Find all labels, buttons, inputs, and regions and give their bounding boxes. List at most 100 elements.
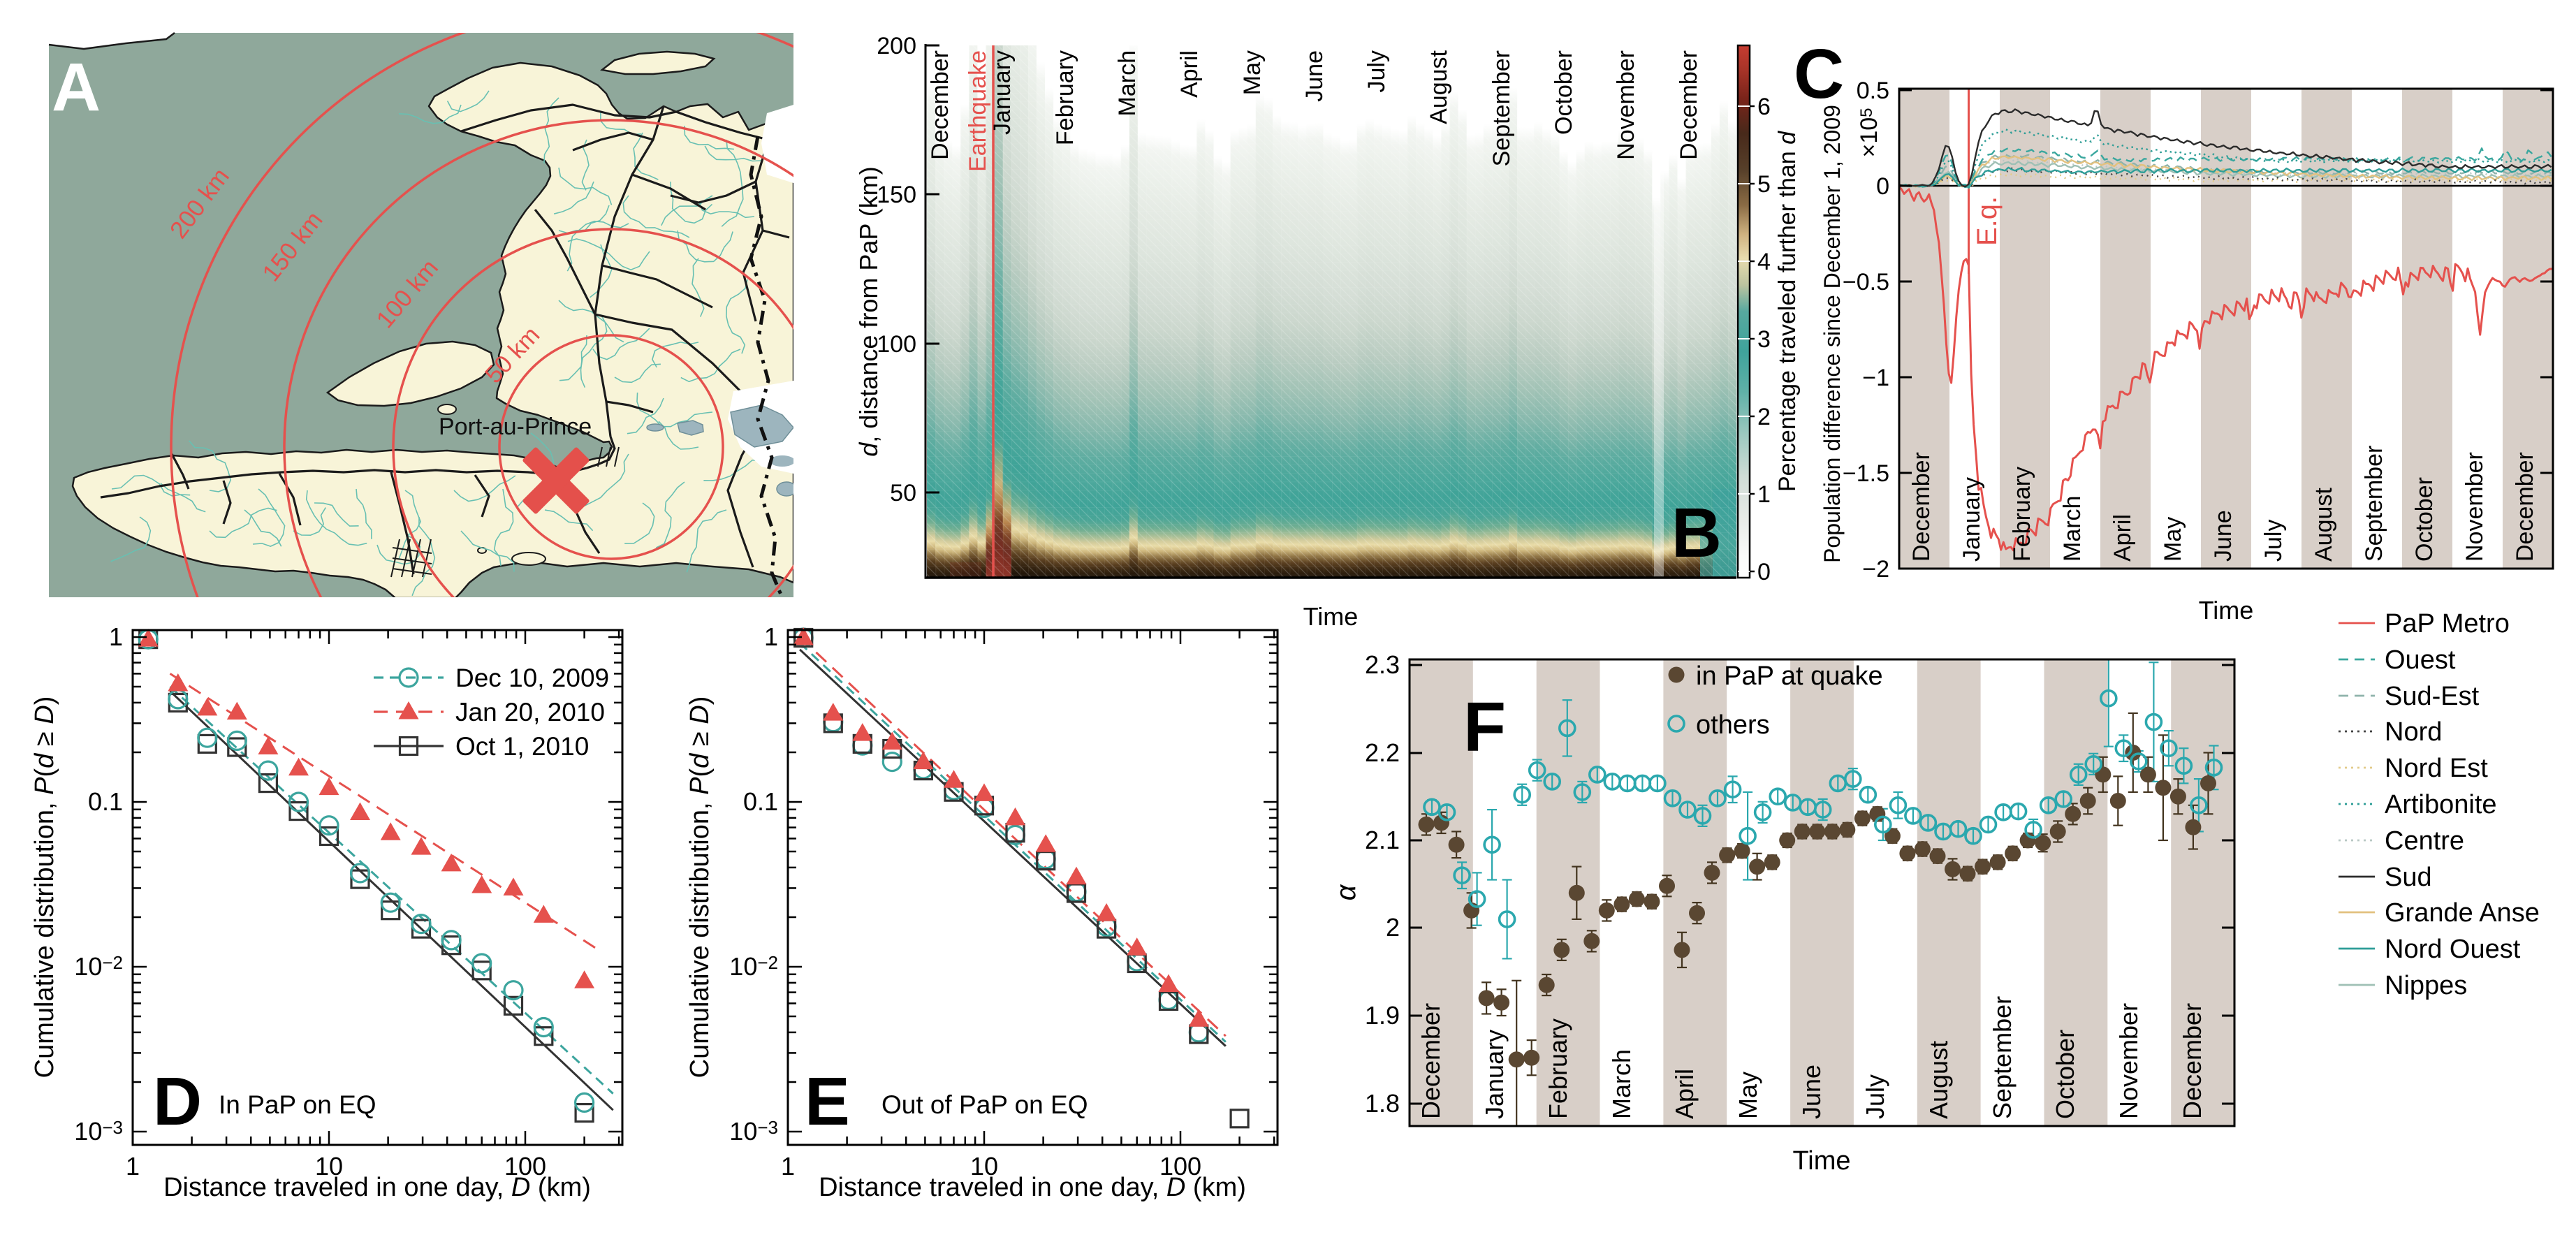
svg-text:December: December bbox=[1908, 452, 1935, 562]
svg-text:December: December bbox=[2512, 452, 2538, 562]
svg-text:100: 100 bbox=[504, 1152, 546, 1181]
svg-text:10: 10 bbox=[970, 1152, 998, 1181]
svg-text:April: April bbox=[1176, 50, 1203, 98]
svg-text:August: August bbox=[1924, 1041, 1953, 1119]
svg-text:1: 1 bbox=[764, 622, 778, 651]
svg-text:1: 1 bbox=[1757, 481, 1771, 508]
svg-text:Port-au-Prince: Port-au-Prince bbox=[439, 414, 592, 440]
svg-text:α: α bbox=[1331, 884, 1361, 900]
svg-text:Cumulative distribution, P(d ≥: Cumulative distribution, P(d ≥ D) bbox=[30, 696, 59, 1079]
svg-text:10−3: 10−3 bbox=[74, 1117, 123, 1146]
svg-text:Artibonite: Artibonite bbox=[2385, 790, 2497, 819]
svg-text:June: June bbox=[1301, 50, 1328, 102]
svg-text:July: July bbox=[1363, 50, 1390, 92]
svg-text:August: August bbox=[2311, 488, 2337, 562]
svg-text:−1.5: −1.5 bbox=[1843, 460, 1889, 487]
svg-text:December: December bbox=[1417, 1003, 1445, 1119]
svg-text:−0.5: −0.5 bbox=[1843, 269, 1889, 295]
svg-text:September: September bbox=[1488, 50, 1515, 166]
svg-text:1.9: 1.9 bbox=[1365, 1001, 1400, 1030]
svg-text:February: February bbox=[1052, 50, 1078, 145]
svg-text:5: 5 bbox=[1757, 171, 1771, 198]
svg-text:April: April bbox=[2109, 514, 2136, 562]
svg-text:10−2: 10−2 bbox=[74, 952, 123, 981]
svg-text:Jan 20, 2010: Jan 20, 2010 bbox=[455, 698, 605, 726]
svg-text:Population difference since De: Population difference since December 1, … bbox=[1820, 105, 1845, 563]
svg-text:June: June bbox=[1797, 1065, 1826, 1119]
svg-text:others: others bbox=[1696, 710, 1770, 740]
svg-text:Nord: Nord bbox=[2385, 717, 2442, 747]
svg-text:2: 2 bbox=[1757, 404, 1771, 430]
svg-text:10−2: 10−2 bbox=[729, 952, 778, 981]
svg-text:Out of PaP on EQ: Out of PaP on EQ bbox=[881, 1090, 1088, 1119]
svg-text:April: April bbox=[1670, 1069, 1699, 1119]
svg-text:March: March bbox=[1607, 1049, 1636, 1119]
svg-text:Nippes: Nippes bbox=[2385, 971, 2467, 1000]
svg-text:Time: Time bbox=[2199, 596, 2254, 624]
svg-text:September: September bbox=[1988, 996, 2017, 1119]
svg-text:150: 150 bbox=[877, 182, 916, 208]
svg-text:Dec 10, 2009: Dec 10, 2009 bbox=[455, 664, 609, 692]
svg-text:A: A bbox=[52, 49, 101, 125]
svg-text:May: May bbox=[2160, 517, 2186, 562]
svg-text:Time: Time bbox=[1792, 1146, 1850, 1176]
svg-text:B: B bbox=[1671, 494, 1722, 572]
svg-text:D: D bbox=[153, 1063, 202, 1139]
svg-text:February: February bbox=[1544, 1018, 1572, 1119]
svg-text:November: November bbox=[2114, 1003, 2143, 1119]
svg-text:Cumulative distribution, P(d ≥: Cumulative distribution, P(d ≥ D) bbox=[685, 696, 715, 1079]
svg-text:0.1: 0.1 bbox=[743, 787, 778, 816]
svg-text:0.1: 0.1 bbox=[88, 787, 123, 816]
svg-text:February: February bbox=[2009, 467, 2035, 562]
svg-text:Sud-Est: Sud-Est bbox=[2385, 682, 2480, 711]
svg-text:Oct 1, 2010: Oct 1, 2010 bbox=[455, 732, 589, 761]
svg-text:0.5: 0.5 bbox=[1857, 78, 1889, 104]
svg-text:0: 0 bbox=[1757, 559, 1771, 585]
svg-text:December: December bbox=[927, 50, 953, 160]
svg-text:July: July bbox=[2260, 520, 2287, 562]
svg-text:January: January bbox=[989, 50, 1016, 135]
svg-text:January: January bbox=[1959, 477, 1985, 562]
svg-text:March: March bbox=[1114, 50, 1141, 116]
svg-text:C: C bbox=[1794, 35, 1844, 113]
svg-text:Centre: Centre bbox=[2385, 826, 2464, 856]
svg-text:200: 200 bbox=[877, 33, 916, 59]
svg-text:10: 10 bbox=[315, 1152, 343, 1181]
svg-text:2.2: 2.2 bbox=[1365, 738, 1400, 767]
svg-text:E: E bbox=[805, 1063, 850, 1139]
svg-text:December: December bbox=[1676, 50, 1702, 160]
svg-text:3: 3 bbox=[1757, 326, 1771, 353]
svg-text:June: June bbox=[2210, 510, 2237, 562]
svg-text:4: 4 bbox=[1757, 249, 1771, 275]
svg-text:Distance traveled in one day,: Distance traveled in one day, D (km) bbox=[163, 1173, 591, 1202]
svg-text:March: March bbox=[2059, 496, 2086, 562]
svg-text:May: May bbox=[1239, 50, 1266, 95]
svg-text:−1: −1 bbox=[1862, 365, 1889, 391]
svg-text:November: November bbox=[1613, 50, 1639, 160]
svg-text:October: October bbox=[2411, 477, 2438, 562]
svg-text:−2: −2 bbox=[1862, 556, 1889, 583]
svg-text:August: August bbox=[1426, 50, 1452, 124]
svg-text:1: 1 bbox=[109, 622, 123, 651]
svg-text:Nord Ouest: Nord Ouest bbox=[2385, 935, 2521, 964]
svg-text:September: September bbox=[2361, 446, 2387, 562]
svg-text:Nord Est: Nord Est bbox=[2385, 754, 2488, 783]
svg-text:October: October bbox=[1551, 50, 1577, 135]
svg-text:2.3: 2.3 bbox=[1365, 650, 1400, 679]
svg-text:100: 100 bbox=[877, 331, 916, 358]
svg-text:2.1: 2.1 bbox=[1365, 826, 1400, 854]
svg-text:November: November bbox=[2461, 452, 2488, 562]
svg-text:50: 50 bbox=[890, 480, 916, 506]
svg-text:100: 100 bbox=[1159, 1152, 1201, 1181]
svg-text:Grande Anse: Grande Anse bbox=[2385, 898, 2540, 928]
svg-text:E.q.: E.q. bbox=[1972, 196, 2003, 246]
svg-text:PaP Metro: PaP Metro bbox=[2385, 609, 2510, 638]
svg-text:1: 1 bbox=[126, 1152, 140, 1181]
svg-text:6: 6 bbox=[1757, 94, 1771, 120]
svg-text:January: January bbox=[1480, 1030, 1509, 1119]
svg-text:1.8: 1.8 bbox=[1365, 1089, 1400, 1118]
svg-text:Percentage traveled further th: Percentage traveled further than d bbox=[1774, 131, 1801, 492]
svg-text:Time: Time bbox=[1303, 602, 1359, 631]
svg-text:December: December bbox=[2178, 1003, 2207, 1119]
svg-text:in PaP at quake: in PaP at quake bbox=[1696, 662, 1883, 691]
